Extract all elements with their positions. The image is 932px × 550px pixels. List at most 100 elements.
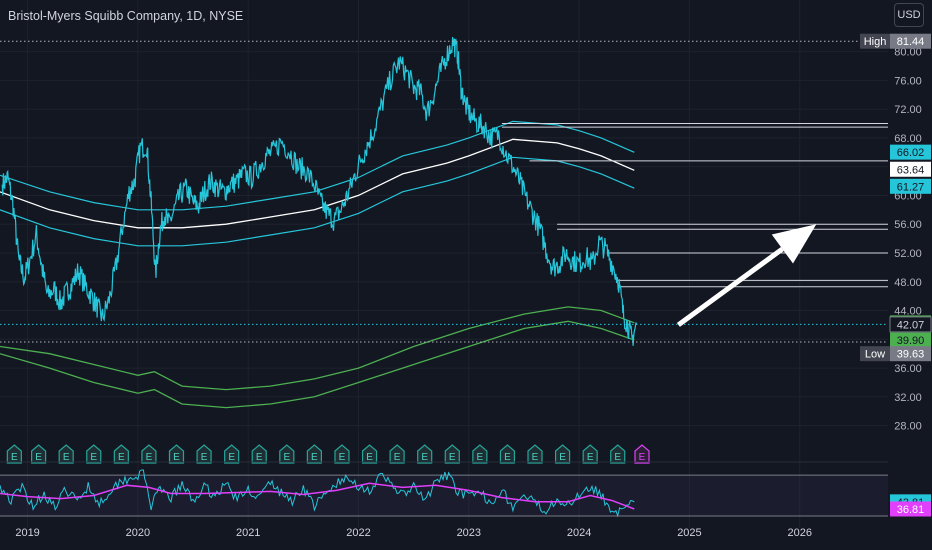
earnings-marker-shape bbox=[141, 444, 157, 464]
value-tag-text: 61.27 bbox=[897, 181, 925, 193]
x-tick-label: 2024 bbox=[567, 527, 591, 539]
y-tick-label: 76.00 bbox=[894, 75, 922, 87]
earnings-marker-glyph: E bbox=[477, 452, 484, 463]
earnings-marker: E bbox=[527, 444, 543, 464]
price-label-81.44: 81.44 High bbox=[860, 33, 931, 49]
earnings-marker: E bbox=[417, 444, 433, 464]
earnings-marker-shape bbox=[113, 444, 129, 464]
value-tag-bg bbox=[890, 144, 931, 160]
x-tick-label: 2025 bbox=[677, 527, 701, 539]
y-tick-label: 48.00 bbox=[894, 277, 922, 289]
earnings-marker-glyph: E bbox=[587, 452, 594, 463]
earnings-marker-shape bbox=[361, 444, 378, 464]
y-tick-label: 52.00 bbox=[894, 248, 922, 260]
arrow-shaft bbox=[676, 246, 784, 327]
earnings-marker-glyph: E bbox=[173, 452, 180, 463]
earnings-marker-shape bbox=[306, 444, 322, 464]
earnings-marker-shape bbox=[472, 444, 488, 464]
value-tag-text: 39.63 bbox=[897, 349, 925, 361]
earnings-marker-glyph: E bbox=[118, 452, 125, 463]
earnings-marker-glyph: E bbox=[394, 452, 401, 463]
value-tag-caption: Low bbox=[865, 349, 885, 361]
y-tick-label: 44.00 bbox=[894, 306, 922, 318]
value-tag-bg bbox=[890, 346, 931, 362]
earnings-marker: E bbox=[58, 444, 74, 464]
earnings-marker-glyph: E bbox=[339, 452, 346, 463]
earnings-marker: E bbox=[554, 444, 571, 464]
trend-arrow-drawing[interactable] bbox=[676, 224, 817, 327]
time-axis[interactable]: 2019 2020 2021 2022 2023 2024 2025 2026 bbox=[15, 527, 812, 539]
value-tag-caption: High bbox=[864, 36, 887, 48]
price-axis[interactable]: 28.0032.0036.0040.0044.0048.0052.0056.00… bbox=[894, 47, 922, 433]
earnings-marker: E bbox=[279, 444, 295, 464]
earnings-marker-glyph: E bbox=[421, 452, 428, 463]
rsi-line bbox=[0, 469, 635, 518]
earnings-marker-shape bbox=[58, 444, 74, 464]
earnings-marker-glyph: E bbox=[504, 452, 511, 463]
y-tick-label: 32.00 bbox=[894, 392, 922, 404]
price-line bbox=[1, 36, 638, 346]
value-tag-text: 63.64 bbox=[897, 164, 925, 176]
earnings-marker-shape bbox=[444, 444, 460, 464]
rsi-band bbox=[0, 475, 888, 516]
value-tag-text: 39.90 bbox=[897, 335, 925, 347]
earnings-marker: E bbox=[141, 444, 157, 464]
earnings-marker-glyph: E bbox=[146, 452, 153, 463]
y-tick-label: 56.00 bbox=[894, 219, 922, 231]
earnings-marker-shape bbox=[86, 444, 102, 464]
value-tag-bg bbox=[890, 501, 931, 517]
earnings-marker-glyph: E bbox=[201, 452, 208, 463]
x-tick-label: 2021 bbox=[236, 527, 260, 539]
earnings-marker-shape bbox=[499, 444, 516, 464]
earnings-marker-glyph: E bbox=[532, 452, 539, 463]
rsi-label-36.81: 36.81 bbox=[890, 501, 931, 517]
value-tag-bg bbox=[889, 316, 932, 333]
envelope-lower-line bbox=[0, 156, 635, 247]
x-tick-label: 2023 bbox=[457, 527, 481, 539]
earnings-marker-glyph: E bbox=[366, 452, 373, 463]
long-term-channel bbox=[0, 306, 635, 409]
earnings-marker: E bbox=[472, 444, 488, 464]
earnings-marker: E bbox=[6, 444, 22, 464]
earnings-marker-glyph: E bbox=[90, 452, 97, 463]
y-tick-label: 80.00 bbox=[894, 47, 922, 59]
earnings-marker-glyph: E bbox=[449, 452, 456, 463]
earnings-marker-shape bbox=[224, 444, 240, 464]
value-tag-caption-bg bbox=[860, 33, 890, 49]
rsi-ma-line bbox=[0, 482, 635, 510]
y-tick-label: 72.00 bbox=[894, 104, 922, 116]
earnings-marker-shape bbox=[6, 444, 22, 464]
earnings-marker: E bbox=[334, 444, 350, 464]
chart-title: Bristol-Myers Squibb Company, 1D, NYSE bbox=[8, 9, 244, 23]
value-tag-text: 36.81 bbox=[897, 504, 925, 516]
price-axis-labels: 81.44High66.0263.6461.2742.2842.0739.903… bbox=[860, 33, 932, 517]
price-label-39.90: 39.90 bbox=[890, 332, 931, 348]
earnings-marker: E bbox=[499, 444, 516, 464]
y-tick-label: 28.00 bbox=[894, 421, 922, 433]
earnings-marker-glyph: E bbox=[256, 452, 263, 463]
horizontal-levels bbox=[501, 123, 888, 288]
earnings-marker-shape bbox=[251, 444, 267, 464]
earnings-marker-glyph: E bbox=[311, 452, 318, 463]
earnings-marker-shape bbox=[554, 444, 571, 464]
earnings-marker: E bbox=[610, 444, 626, 464]
earnings-marker: E bbox=[113, 444, 129, 464]
earnings-marker: E bbox=[31, 444, 47, 464]
earnings-marker: E bbox=[582, 444, 598, 464]
x-tick-label: 2019 bbox=[15, 527, 39, 539]
earnings-marker-shape bbox=[610, 444, 626, 464]
currency-button[interactable]: USD bbox=[894, 3, 924, 27]
value-tag-bg bbox=[890, 33, 931, 49]
earnings-marker: E bbox=[251, 444, 267, 464]
earnings-marker-glyph: E bbox=[559, 452, 566, 463]
long-band-line-1 bbox=[0, 306, 635, 391]
earnings-marker-upcoming: E bbox=[634, 444, 650, 464]
earnings-marker: E bbox=[86, 444, 102, 464]
price-label-63.64: 63.64 bbox=[890, 161, 931, 177]
earnings-marker-shape bbox=[417, 444, 433, 464]
earnings-marker: E bbox=[444, 444, 460, 464]
earnings-marker: E bbox=[168, 444, 185, 464]
arrow-head bbox=[771, 224, 817, 264]
